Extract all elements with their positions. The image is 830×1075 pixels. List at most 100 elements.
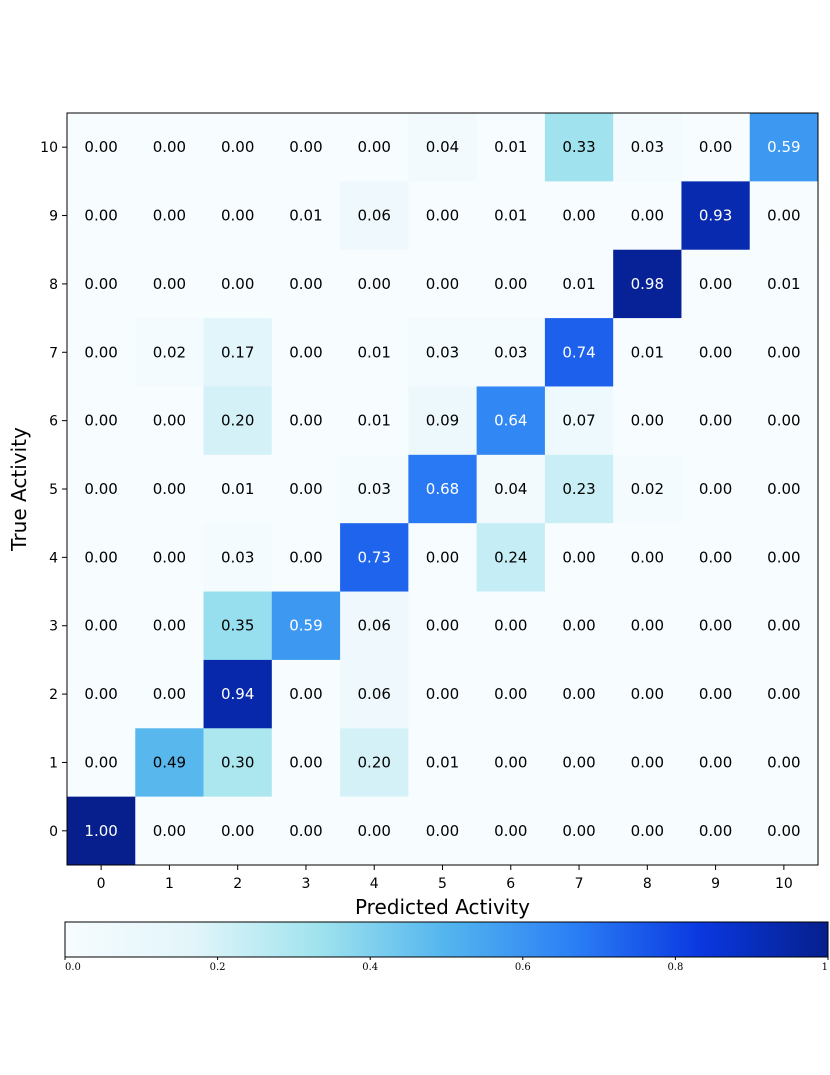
cell-value-label: 0.00 bbox=[153, 412, 186, 430]
y-tick-label: 5 bbox=[49, 482, 58, 498]
cell-value-label: 0.00 bbox=[289, 822, 322, 840]
cell-value-label: 0.00 bbox=[84, 412, 117, 430]
heatmap-cell bbox=[408, 181, 478, 251]
heatmap-cell bbox=[67, 454, 136, 524]
colorbar-tick-label: 0.8 bbox=[667, 962, 683, 973]
cell-value-label: 0.59 bbox=[767, 138, 800, 156]
heatmap-cell bbox=[613, 318, 682, 387]
heatmap-cell bbox=[271, 523, 341, 593]
heatmap-cell bbox=[408, 728, 478, 798]
x-tick-label: 4 bbox=[370, 876, 379, 892]
cell-value-label: 0.23 bbox=[562, 480, 595, 498]
heatmap-cell bbox=[613, 523, 682, 593]
cell-value-label: 0.00 bbox=[153, 617, 186, 635]
cell-value-label: 0.00 bbox=[358, 138, 391, 156]
heatmap-cell bbox=[544, 591, 614, 661]
heatmap-cell bbox=[613, 591, 682, 661]
cell-value-label: 0.00 bbox=[767, 480, 800, 498]
cell-value-label: 0.00 bbox=[767, 207, 800, 225]
y-tick-label: 4 bbox=[49, 550, 58, 566]
cell-value-label: 0.00 bbox=[289, 343, 322, 361]
y-tick-label: 8 bbox=[49, 277, 58, 293]
heatmap-cell bbox=[67, 318, 136, 387]
colorbar-tick-label: 0.2 bbox=[210, 962, 226, 973]
colorbar-ticks: 0.0 0.2 0.4 0.6 0.8 1 bbox=[64, 957, 829, 973]
cell-value-label: 0.00 bbox=[631, 548, 664, 566]
cell-value-label: 0.00 bbox=[289, 412, 322, 430]
y-tick-label: 6 bbox=[49, 414, 58, 430]
cell-value-label: 0.00 bbox=[631, 617, 664, 635]
colorbar-gradient bbox=[64, 921, 829, 958]
cell-value-label: 0.00 bbox=[494, 685, 527, 703]
cell-value-label: 0.09 bbox=[426, 412, 459, 430]
cell-value-label: 0.06 bbox=[358, 207, 391, 225]
heatmap-cell bbox=[340, 386, 409, 456]
cell-value-label: 0.00 bbox=[221, 822, 254, 840]
cell-value-label: 0.03 bbox=[494, 343, 527, 361]
cell-value-label: 0.00 bbox=[767, 822, 800, 840]
heatmap-cell bbox=[544, 728, 614, 798]
cell-value-label: 0.33 bbox=[562, 138, 595, 156]
heatmap-cell bbox=[67, 591, 136, 661]
cell-value-label: 0.00 bbox=[221, 275, 254, 293]
cell-value-label: 0.00 bbox=[562, 617, 595, 635]
cell-value-label: 0.00 bbox=[426, 207, 459, 225]
heatmap-cell bbox=[613, 249, 682, 319]
heatmap-cell bbox=[135, 249, 205, 319]
heatmap-cell bbox=[408, 113, 478, 182]
heatmap-cell bbox=[408, 659, 478, 729]
cell-value-label: 0.00 bbox=[631, 207, 664, 225]
cell-value-label: 0.00 bbox=[699, 412, 732, 430]
heatmap-cell bbox=[271, 318, 341, 387]
cell-value-label: 0.00 bbox=[562, 822, 595, 840]
heatmap-cell bbox=[476, 523, 546, 593]
cell-value-label: 0.01 bbox=[562, 275, 595, 293]
heatmap-cell bbox=[203, 113, 273, 182]
heatmap-cell bbox=[203, 386, 273, 456]
y-tick-label: 1 bbox=[49, 755, 58, 771]
cell-value-label: 0.00 bbox=[426, 275, 459, 293]
y-tick-label: 2 bbox=[49, 687, 58, 703]
heatmap-cell bbox=[681, 591, 751, 661]
cell-value-label: 0.00 bbox=[426, 617, 459, 635]
heatmap-cell bbox=[340, 728, 409, 798]
cell-value-label: 0.00 bbox=[289, 138, 322, 156]
cell-value-label: 0.00 bbox=[699, 548, 732, 566]
cell-value-label: 0.04 bbox=[426, 138, 459, 156]
colorbar-tick-label: 1 bbox=[822, 962, 828, 973]
heatmap-cell bbox=[749, 386, 819, 456]
heatmap-cell bbox=[613, 181, 682, 251]
heatmap-cell bbox=[340, 659, 409, 729]
heatmap-cell bbox=[681, 659, 751, 729]
cell-value-label: 1.00 bbox=[84, 822, 117, 840]
y-tick-label: 3 bbox=[49, 619, 58, 635]
cell-value-label: 0.06 bbox=[358, 617, 391, 635]
cell-value-label: 0.00 bbox=[358, 822, 391, 840]
cell-value-label: 0.00 bbox=[494, 753, 527, 771]
cell-value-label: 0.00 bbox=[84, 548, 117, 566]
heatmap-cell bbox=[271, 454, 341, 524]
cell-value-label: 0.01 bbox=[767, 275, 800, 293]
cell-value-label: 0.00 bbox=[631, 685, 664, 703]
heatmap-cell bbox=[271, 659, 341, 729]
heatmap-cell bbox=[135, 113, 205, 182]
heatmap-cell bbox=[681, 454, 751, 524]
cell-value-label: 0.02 bbox=[631, 480, 664, 498]
heatmap-cell bbox=[544, 386, 614, 456]
cell-value-label: 0.00 bbox=[84, 207, 117, 225]
heatmap-cell bbox=[340, 249, 409, 319]
heatmap-cell bbox=[340, 796, 409, 866]
heatmap-cell bbox=[67, 249, 136, 319]
cell-value-label: 0.00 bbox=[699, 480, 732, 498]
colorbar: 0.0 0.2 0.4 0.6 0.8 1 bbox=[64, 921, 829, 973]
cell-value-label: 0.00 bbox=[631, 822, 664, 840]
cell-value-label: 0.01 bbox=[631, 343, 664, 361]
heatmap-cell bbox=[135, 318, 205, 387]
heatmap-cell bbox=[476, 181, 546, 251]
x-tick-label: 10 bbox=[775, 876, 793, 892]
colorbar-tick-label: 0.6 bbox=[515, 962, 531, 973]
heatmap-cell bbox=[681, 318, 751, 387]
cell-value-label: 0.01 bbox=[221, 480, 254, 498]
